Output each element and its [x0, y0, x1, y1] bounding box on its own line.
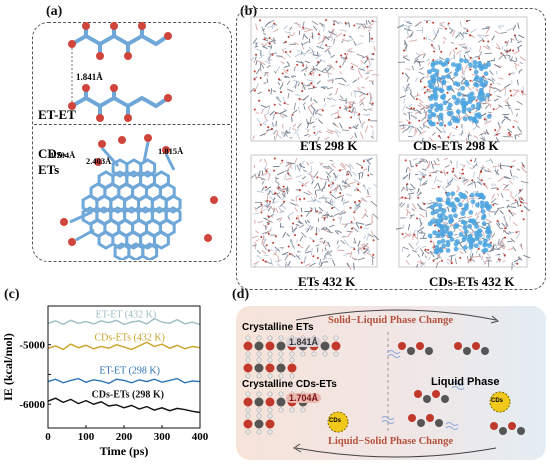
cds-distance-1: 1.704Å	[50, 150, 76, 160]
panel-a-label: (a)	[46, 4, 63, 19]
x-tick-label: 300	[154, 431, 171, 443]
panel-b-frame	[236, 8, 546, 290]
cds-particle-liquid	[489, 391, 511, 413]
series-line-4	[47, 397, 201, 414]
panel-a-frame	[32, 22, 232, 262]
cds-distance-3: 1.815Å	[158, 146, 184, 156]
x-tick-label: 200	[116, 431, 133, 443]
et-et-molecules	[68, 22, 172, 122]
y-axis-label: IE (kcal/mol)	[1, 333, 15, 401]
crystalline-ets-distance: 1.841Å	[286, 337, 322, 347]
series-line-3	[47, 377, 201, 385]
x-tick-label: 0	[45, 431, 51, 443]
x-axis-label: Time (ps)	[100, 444, 149, 458]
et-et-label: ET-ET	[38, 107, 76, 122]
bottom-arrow-text: Liquid−Solid Phase Change	[328, 436, 454, 447]
series-line-2	[47, 341, 201, 351]
series-annotation: CDs-ETs (298 K)	[92, 389, 164, 400]
sim-box-ets-432	[250, 154, 380, 270]
liquid-phase-label: Liquid Phase	[431, 376, 500, 388]
caption-cds-ets-432: CDs-ETs 432 K	[429, 274, 515, 289]
cds-particle-crystal	[327, 411, 349, 433]
cds-ets-label-line2: ETs	[38, 162, 60, 177]
panel-a-divider	[34, 124, 230, 125]
series-annotation: ET-ET (432 K)	[96, 310, 157, 321]
sim-box-cds-ets-432	[396, 154, 530, 270]
x-tick-label: 100	[78, 431, 95, 443]
x-tick-label: 400	[192, 431, 209, 443]
sim-box-ets-298	[249, 16, 380, 144]
top-arrow-arc	[295, 309, 497, 321]
crystalline-cds-ets-label: Crystalline CDs-ETs	[242, 379, 337, 390]
caption-ets-432: ETs 432 K	[298, 274, 356, 289]
caption-ets-298: ETs 298 K	[300, 138, 358, 153]
ie-chart: ET-ET (432 K) CDs-ETs (432 K) ET-ET (298 K…	[1, 305, 209, 458]
series-annotation: CDs-ETs (432 K)	[94, 333, 164, 344]
panel-c-label: (c)	[4, 287, 20, 302]
cds-badge-crystal: CDs	[329, 418, 342, 424]
cds-ets-structure	[60, 134, 218, 260]
crystalline-cds-distance: 1.704Å	[286, 393, 322, 403]
bottom-arrow-arc	[295, 447, 497, 458]
series-line-1	[47, 317, 201, 326]
caption-cds-ets-298: CDs-ETs 298 K	[413, 138, 499, 153]
y-tick-label: -5000	[19, 340, 45, 352]
sim-box-cds-ets-298	[396, 16, 528, 144]
et-et-distance: 1.841Å	[76, 72, 103, 82]
y-tick-label: -6000	[19, 399, 45, 411]
top-arrow-text: Solid−Liquid Phase Change	[328, 315, 454, 326]
panel-d-label: (d)	[232, 287, 250, 302]
panel-d-background	[236, 306, 546, 460]
cds-distance-2: 2.403Å	[86, 156, 112, 166]
cds-badge-liquid: CDs	[491, 398, 504, 404]
crystalline-ets-label: Crystalline ETs	[242, 322, 314, 333]
cds-ets-label-line1: CDs-	[38, 146, 67, 161]
series-annotation: ET-ET (298 K)	[99, 366, 160, 377]
cds-ets-label: CDs- ETs	[38, 146, 66, 178]
